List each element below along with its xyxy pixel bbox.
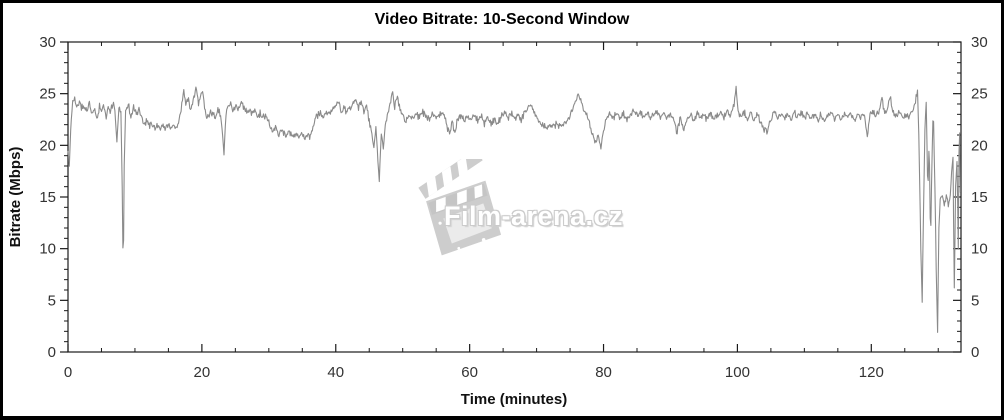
svg-text:5: 5 [971, 292, 979, 309]
svg-text:60: 60 [461, 364, 478, 381]
svg-text:100: 100 [725, 364, 750, 381]
svg-text:30: 30 [39, 34, 56, 51]
svg-text:20: 20 [39, 137, 56, 154]
svg-text:10: 10 [971, 241, 988, 258]
svg-text:25: 25 [971, 86, 988, 103]
svg-text:25: 25 [39, 86, 56, 103]
svg-text:5: 5 [48, 292, 56, 309]
x-axis-label: Time (minutes) [460, 391, 568, 408]
svg-text:30: 30 [971, 34, 988, 51]
svg-text:10: 10 [39, 241, 56, 258]
svg-text:15: 15 [971, 189, 988, 206]
svg-text:80: 80 [595, 364, 612, 381]
svg-text:20: 20 [194, 364, 211, 381]
svg-text:0: 0 [971, 344, 979, 361]
svg-text:20: 20 [971, 137, 988, 154]
svg-text:40: 40 [327, 364, 344, 381]
chart-title: Video Bitrate: 10-Second Window [374, 11, 630, 28]
svg-text:0: 0 [48, 344, 56, 361]
svg-text:15: 15 [39, 189, 56, 206]
svg-text:0: 0 [64, 364, 72, 381]
svg-text:120: 120 [859, 364, 884, 381]
